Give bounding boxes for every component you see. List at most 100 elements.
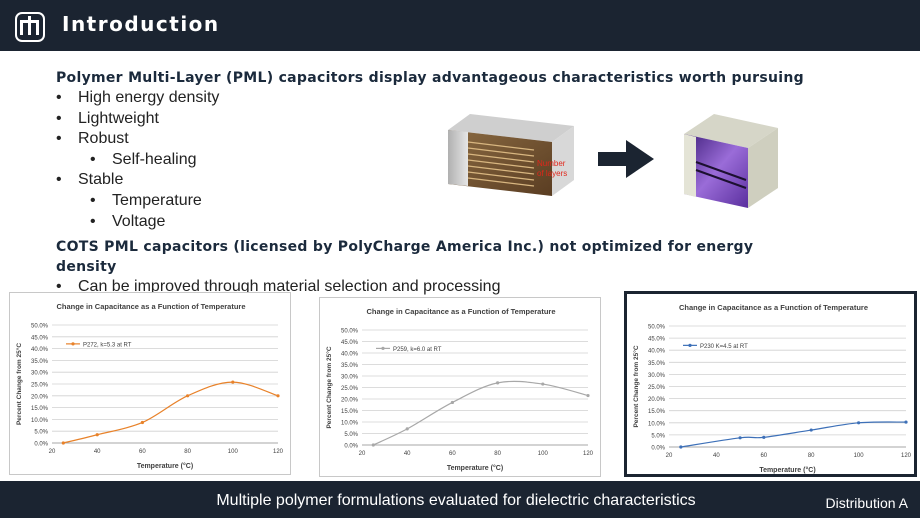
- y-tick-label: 30.0%: [341, 375, 359, 381]
- arrow-right-icon: [598, 140, 654, 178]
- y-tick-label: 30.0%: [648, 373, 666, 379]
- y-tick-label: 0.0%: [34, 442, 48, 448]
- x-tick-label: 40: [404, 451, 411, 457]
- bullet-item: Stable: [56, 170, 816, 191]
- x-axis-label: Temperature (°C): [447, 464, 503, 472]
- legend-label: P272, k=5.3 at RT: [83, 342, 132, 348]
- x-tick-label: 60: [449, 451, 456, 457]
- x-tick-label: 40: [713, 453, 720, 459]
- y-tick-label: 35.0%: [31, 359, 49, 365]
- y-tick-label: 45.0%: [341, 340, 359, 346]
- y-tick-label: 0.0%: [344, 444, 358, 450]
- legend-label: P259, k=6.0 at RT: [393, 347, 442, 353]
- y-tick-label: 5.0%: [344, 432, 358, 438]
- data-point: [450, 400, 454, 405]
- data-point: [95, 433, 99, 437]
- data-point: [496, 381, 500, 385]
- x-tick-label: 60: [139, 449, 146, 455]
- data-point: [276, 394, 280, 398]
- bullet-list-improvements: Can be improved through material selecti…: [56, 277, 816, 298]
- y-tick-label: 45.0%: [648, 337, 666, 343]
- data-point: [857, 421, 861, 425]
- capacitance-chart-p272: Change in Capacitance as a Function of T…: [9, 292, 291, 475]
- y-tick-label: 50.0%: [341, 329, 359, 335]
- y-tick-label: 30.0%: [31, 371, 49, 377]
- y-tick-label: 5.0%: [651, 433, 665, 439]
- chart-title: Change in Capacitance as a Function of T…: [366, 307, 555, 316]
- capacitor-chip-icon: [684, 114, 778, 208]
- data-point: [371, 443, 375, 447]
- x-tick-label: 120: [273, 449, 284, 455]
- y-axis-label: Percent Change from 25°C: [325, 346, 333, 428]
- y-axis-label: Percent Change from 25°C: [15, 343, 23, 425]
- main-content: Polymer Multi-Layer (PML) capacitors dis…: [56, 68, 816, 298]
- legend-label: P230 K=4.5 at RT: [700, 344, 748, 350]
- x-tick-label: 20: [359, 451, 366, 457]
- y-tick-label: 50.0%: [31, 324, 49, 330]
- series-line: [373, 380, 589, 446]
- data-point: [61, 441, 65, 445]
- y-tick-label: 35.0%: [648, 361, 666, 367]
- slide-title: Introduction: [62, 12, 220, 36]
- x-tick-label: 100: [228, 449, 239, 455]
- y-tick-label: 40.0%: [31, 347, 49, 353]
- bullet-item: Lightweight: [56, 109, 816, 130]
- series-line: [680, 421, 907, 448]
- bullet-item: Robust: [56, 129, 816, 150]
- y-tick-label: 25.0%: [648, 385, 666, 391]
- y-tick-label: 10.0%: [648, 421, 666, 427]
- slide-footer: Multiple polymer formulations evaluated …: [0, 481, 920, 518]
- section-heading-cots: COTS PML capacitors (licensed by PolyCha…: [56, 239, 754, 276]
- y-tick-label: 40.0%: [648, 349, 666, 355]
- y-tick-label: 25.0%: [341, 386, 359, 392]
- data-point: [186, 394, 190, 398]
- chart-title: Change in Capacitance as a Function of T…: [56, 302, 245, 311]
- thunderbird-logo-icon: [15, 12, 45, 42]
- y-tick-label: 10.0%: [31, 418, 49, 424]
- slide-header: Introduction: [0, 0, 920, 51]
- data-point: [231, 380, 235, 384]
- data-point: [140, 420, 144, 425]
- y-tick-label: 20.0%: [648, 397, 666, 403]
- y-tick-label: 15.0%: [31, 406, 49, 412]
- data-point: [586, 393, 590, 398]
- bullet-list-characteristics: High energy densityLightweightRobustSelf…: [56, 88, 816, 232]
- x-tick-label: 20: [49, 449, 56, 455]
- data-point: [738, 436, 742, 440]
- x-tick-label: 80: [494, 451, 501, 457]
- x-tick-label: 40: [94, 449, 101, 455]
- y-tick-label: 40.0%: [341, 352, 359, 358]
- chart-title: Change in Capacitance as a Function of T…: [679, 303, 868, 312]
- bullet-item: Voltage: [56, 212, 816, 233]
- x-tick-label: 120: [901, 453, 912, 459]
- y-tick-label: 10.0%: [341, 421, 359, 427]
- data-point: [679, 445, 683, 449]
- capacitance-chart-p230: Change in Capacitance as a Function of T…: [624, 291, 917, 477]
- series-line: [63, 381, 279, 444]
- legend-marker: [71, 342, 75, 346]
- x-axis-label: Temperature (°C): [137, 462, 193, 470]
- data-point: [809, 428, 813, 432]
- y-tick-label: 50.0%: [648, 325, 666, 331]
- y-tick-label: 15.0%: [648, 409, 666, 415]
- y-tick-label: 0.0%: [651, 446, 665, 452]
- x-tick-label: 60: [760, 453, 767, 459]
- x-tick-label: 20: [666, 453, 673, 459]
- layers-annotation-line1: Number: [537, 159, 566, 168]
- x-tick-label: 80: [184, 449, 191, 455]
- legend-marker: [381, 346, 385, 350]
- y-tick-label: 5.0%: [34, 430, 48, 436]
- capacitance-chart-p259: Change in Capacitance as a Function of T…: [319, 297, 601, 477]
- y-tick-label: 45.0%: [31, 335, 49, 341]
- footer-caption: Multiple polymer formulations evaluated …: [216, 492, 696, 509]
- y-tick-label: 25.0%: [31, 383, 49, 389]
- x-tick-label: 80: [808, 453, 815, 459]
- section-heading-pml: Polymer Multi-Layer (PML) capacitors dis…: [56, 70, 804, 86]
- x-axis-label: Temperature (°C): [759, 466, 815, 474]
- bullet-item: Can be improved through material selecti…: [56, 277, 816, 298]
- y-axis-label: Percent Change from 25°C: [632, 345, 640, 427]
- y-tick-label: 20.0%: [31, 394, 49, 400]
- y-tick-label: 20.0%: [341, 398, 359, 404]
- bullet-item: Self-healing: [56, 150, 816, 171]
- x-tick-label: 100: [854, 453, 865, 459]
